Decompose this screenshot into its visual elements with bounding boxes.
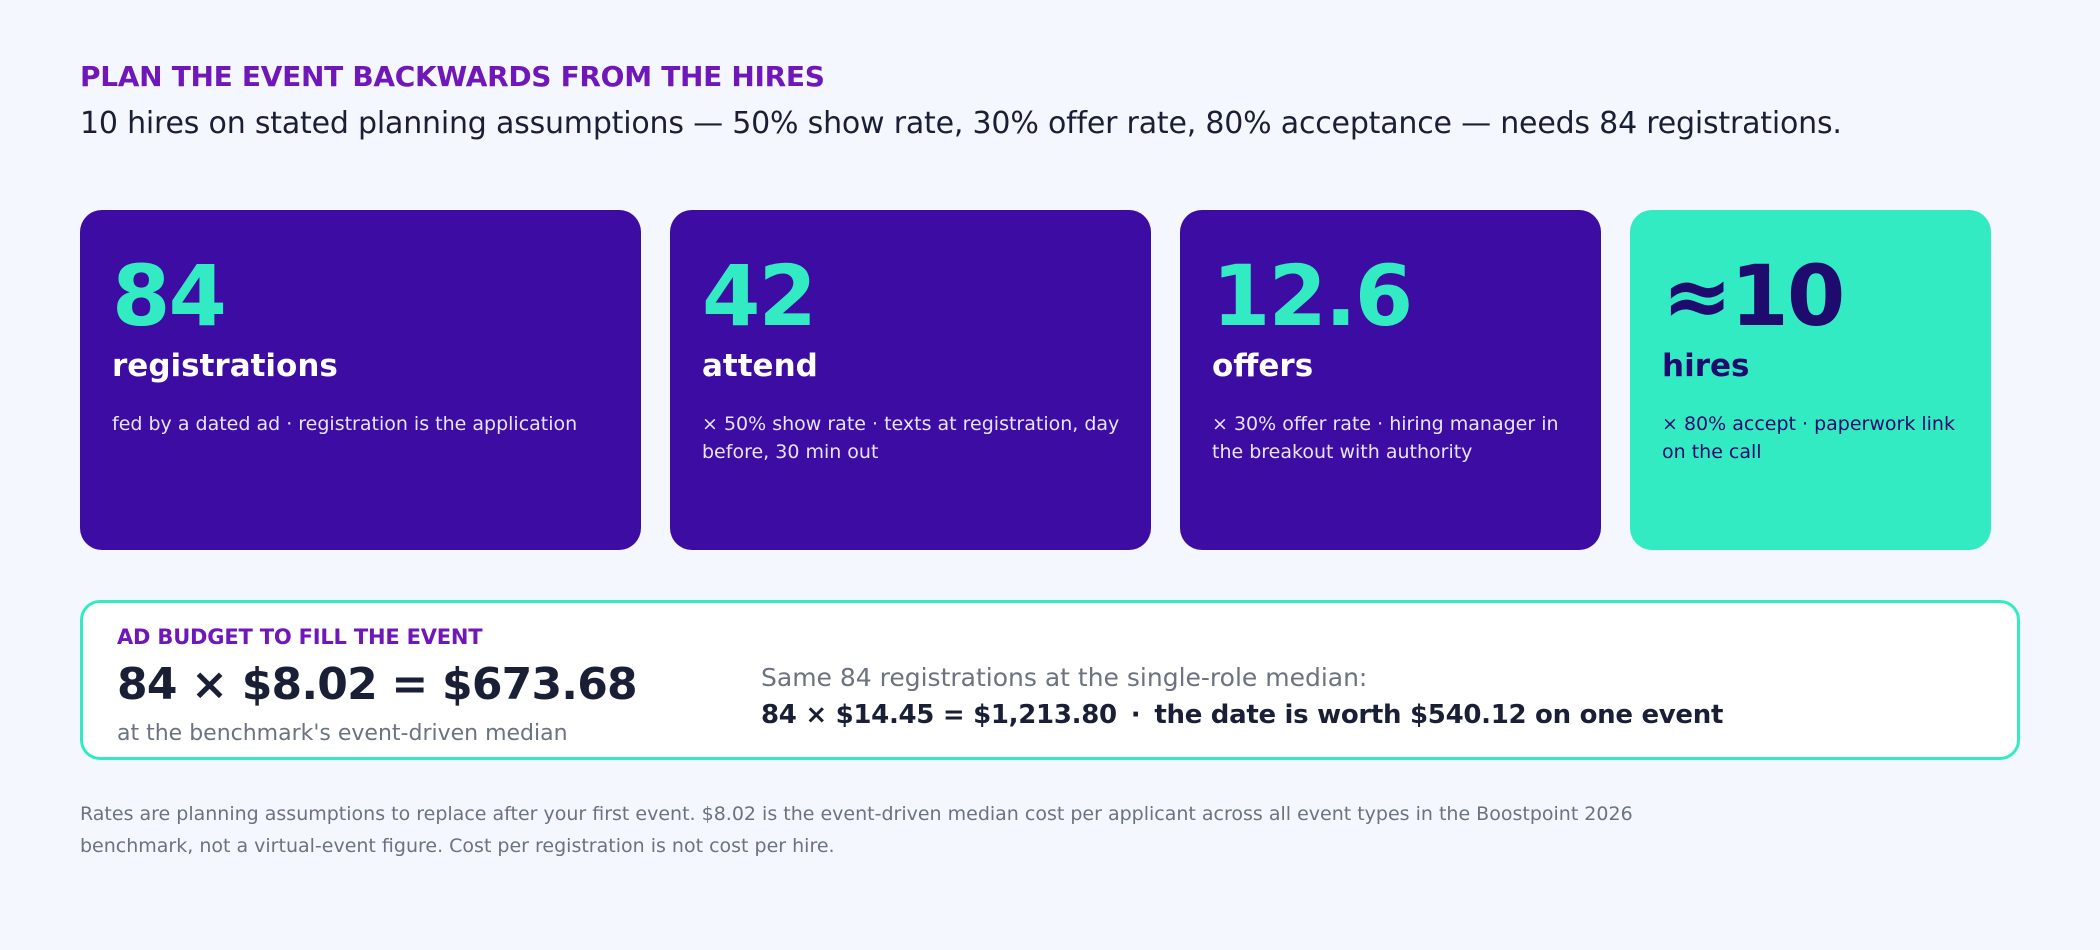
footnote: Rates are planning assumptions to replac…	[80, 803, 1633, 857]
funnel-value: 42	[702, 247, 817, 345]
budget-subtitle: at the benchmark's event-driven median	[117, 721, 568, 746]
comparison-formula: 84 × $14.45 = $1,213.80	[761, 700, 1117, 730]
funnel-note: × 80% accept · paperwork link on the cal…	[1662, 413, 1955, 463]
funnel-note: fed by a dated ad · registration is the …	[112, 413, 578, 435]
comparison-line: 84 × $14.45 = $1,213.80 · the date is wort…	[761, 700, 1723, 730]
funnel-card-offers: 12.6 offers × 30% offer rate · hiring ma…	[1180, 210, 1601, 550]
eyebrow-title: PLAN THE EVENT BACKWARDS FROM THE HIRES	[80, 60, 825, 93]
funnel-note: × 50% show rate · texts at registration,…	[702, 413, 1120, 463]
funnel-value: 84	[112, 247, 227, 345]
budget-formula: 84 × $8.02 = $673.68	[117, 659, 638, 710]
funnel-label: attend	[702, 348, 818, 384]
funnel-card-registrations: 84 registrations fed by a dated ad · reg…	[80, 210, 641, 550]
funnel-card-hires: ≈10 hires × 80% accept · paperwork link …	[1630, 210, 1991, 550]
funnel-card-attend: 42 attend × 50% show rate · texts at reg…	[670, 210, 1151, 550]
funnel-label: offers	[1212, 348, 1314, 384]
funnel-note: × 30% offer rate · hiring manager in the…	[1212, 413, 1559, 463]
comparison-heading: Same 84 registrations at the single-role…	[761, 663, 1368, 692]
budget-kicker: AD BUDGET TO FILL THE EVENT	[117, 625, 483, 649]
funnel-label: registrations	[112, 348, 338, 384]
funnel-value: 12.6	[1212, 247, 1413, 345]
ad-budget-panel: AD BUDGET TO FILL THE EVENT 84 × $8.02 =…	[80, 600, 2020, 760]
funnel-label: hires	[1662, 348, 1750, 384]
funnel-value: ≈10	[1662, 247, 1845, 345]
comparison-conclusion: the date is worth $540.12 on one event	[1154, 700, 1724, 730]
comparison-separator: ·	[1130, 700, 1141, 730]
headline: 10 hires on stated planning assumptions …	[80, 106, 1842, 141]
